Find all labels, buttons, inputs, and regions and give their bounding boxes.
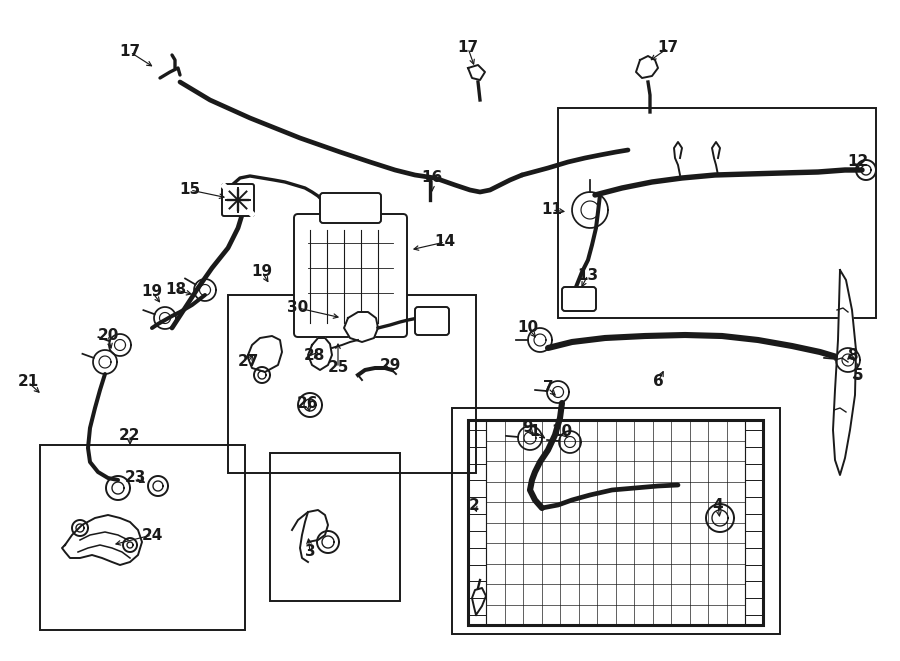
Text: 24: 24	[141, 527, 163, 543]
Text: 4: 4	[713, 498, 724, 512]
Text: 3: 3	[305, 545, 315, 559]
Polygon shape	[308, 338, 332, 370]
FancyBboxPatch shape	[320, 193, 381, 223]
Text: 15: 15	[179, 182, 201, 198]
Text: 9: 9	[523, 420, 534, 436]
Text: 25: 25	[328, 360, 348, 375]
Text: 12: 12	[848, 155, 868, 169]
Text: 28: 28	[303, 348, 325, 362]
Text: 8: 8	[847, 348, 858, 362]
FancyBboxPatch shape	[294, 214, 407, 337]
Text: 16: 16	[421, 171, 443, 186]
Text: 17: 17	[657, 40, 679, 56]
Text: 22: 22	[119, 428, 140, 442]
Text: 11: 11	[542, 202, 562, 217]
Text: 17: 17	[120, 44, 140, 59]
FancyBboxPatch shape	[415, 307, 449, 335]
Text: 6: 6	[652, 375, 663, 389]
Bar	[468, 420, 486, 625]
Polygon shape	[248, 336, 282, 372]
Text: 13: 13	[578, 268, 599, 282]
Text: 30: 30	[287, 301, 309, 315]
Text: 27: 27	[238, 354, 258, 369]
Polygon shape	[344, 312, 378, 342]
Text: 1: 1	[530, 424, 540, 440]
Polygon shape	[833, 270, 856, 475]
Text: 29: 29	[379, 358, 400, 373]
Bar	[745, 420, 763, 625]
Polygon shape	[292, 510, 328, 542]
Text: 21: 21	[17, 375, 39, 389]
Text: 10: 10	[552, 424, 572, 440]
Text: 2: 2	[469, 498, 480, 512]
Text: 17: 17	[457, 40, 479, 56]
Text: 19: 19	[141, 284, 163, 299]
Text: 7: 7	[543, 381, 553, 395]
Text: 23: 23	[124, 471, 146, 485]
Bar	[558, 108, 876, 318]
FancyBboxPatch shape	[222, 184, 254, 216]
Polygon shape	[62, 515, 142, 565]
Text: 20: 20	[97, 327, 119, 342]
Bar	[270, 453, 400, 601]
Bar	[228, 295, 476, 473]
Text: 5: 5	[852, 368, 863, 383]
FancyBboxPatch shape	[562, 287, 596, 311]
Bar	[452, 408, 780, 634]
Text: 19: 19	[251, 264, 273, 280]
Text: 14: 14	[435, 235, 455, 249]
Text: 18: 18	[166, 282, 186, 297]
Bar	[40, 445, 245, 630]
Text: 26: 26	[297, 395, 319, 410]
Text: 10: 10	[518, 321, 538, 336]
Bar	[468, 420, 763, 625]
